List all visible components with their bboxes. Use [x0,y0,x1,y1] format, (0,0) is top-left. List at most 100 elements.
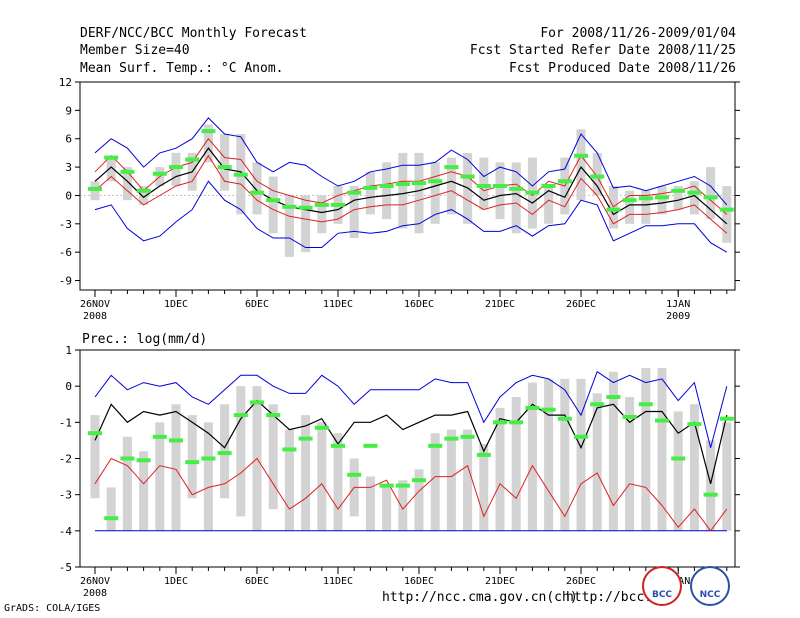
temp-median-marker [120,169,135,174]
temp-box [382,162,392,220]
temp-ytick-label: -6 [59,246,72,259]
temp-median-marker [314,202,329,207]
temp-median-marker [428,179,443,184]
temp-frame [79,81,736,291]
temp-ytick-label: 9 [65,104,72,117]
temp-box [122,167,132,201]
precip-median-marker [120,456,135,461]
temp-median-marker [606,207,621,212]
precip-median-marker [428,443,443,448]
temp-median-marker [217,165,232,170]
precip-mean-line [94,399,728,484]
temp-variable-label: Mean Surf. Temp.: °C Anom. [80,61,284,76]
precip-median-marker [671,456,686,461]
precip-box [187,415,197,499]
temp-ytick-label: 12 [59,76,72,89]
precip-upper-outer-line [94,370,728,448]
temp-median-marker [703,195,718,200]
temp-box [544,186,554,224]
footer-url-bcc[interactable]: http://bcc.c [566,590,660,605]
precip-median-marker [622,414,637,419]
temp-median-marker [331,202,345,207]
precip-median-marker [638,402,653,407]
precip-box [155,422,165,531]
bcc-logo-icon: BCC [642,566,682,606]
temp-upper-outer-line [94,117,728,206]
temp-mean-line [94,147,728,225]
precip-median-marker [185,460,200,465]
temp-box [171,152,181,186]
temp-box [479,157,489,210]
temp-ytick-label: 3 [65,161,72,174]
precip-box [236,386,246,517]
temp-xtick-label: 26NOV [80,299,110,310]
precip-box [268,404,278,510]
precip-box [625,397,635,531]
temp-median-marker [687,190,702,195]
precip-box [463,429,473,531]
precip-xtick-label: 1DEC [164,576,188,587]
temp-ytick-label: 6 [65,133,72,146]
precip-median-marker [169,438,183,443]
precip-box [90,415,100,499]
precip-median-marker [590,402,605,407]
temp-xtick-year: 2009 [666,311,690,322]
precip-median-marker [363,443,378,448]
temp-median-marker [574,153,588,158]
temp-box [203,124,213,163]
precip-box [608,371,618,531]
bcc-logo-text: BCC [651,590,673,600]
precip-box [479,444,489,531]
temp-upper-inner-line [94,137,728,215]
temp-median-marker [185,157,200,162]
precip-box [527,382,537,531]
precip-box [689,404,699,531]
temp-xtick-label: 1DEC [164,299,188,310]
precip-ytick-label: 0 [65,380,72,393]
temp-box [220,134,230,191]
temp-xtick-label: 6DEC [245,299,269,310]
grads-credit: GrADS: COLA/IGES [4,603,101,614]
temp-box [673,186,683,210]
precip-box [511,397,521,531]
temp-median-marker [541,184,556,188]
forecast-produced-date: Fcst Produced Date 2008/11/26 [509,61,736,76]
precip-median-marker [233,413,248,418]
temp-xtick-year: 2008 [83,311,107,322]
temp-median-marker [590,174,605,179]
forecast-start-date: Fcst Started Refer Date 2008/11/25 [469,43,736,58]
footer-url-ncc[interactable]: http://ncc.cma.gov.cn(ch) [382,590,578,605]
precip-box [333,433,343,531]
precip-median-marker [314,425,329,430]
precip-median-marker [525,405,540,410]
precip-box [592,393,602,531]
precip-box [706,440,716,531]
precip-box [203,422,213,531]
precip-median-marker [493,420,507,425]
precip-ytick-label: -2 [59,453,72,466]
temp-median-marker [557,179,572,184]
precip-median-marker [250,400,264,405]
precip-box [382,487,392,531]
temp-xtick-label: 21DEC [485,299,515,310]
precip-xtick-label: 26NOV [80,576,110,587]
precip-median-marker [331,443,345,448]
temp-median-marker [719,207,734,212]
temp-median-marker [363,185,378,190]
precip-box [122,436,132,531]
temp-median-marker [88,186,102,191]
precip-box [139,451,149,531]
temp-median-marker [671,188,686,193]
temp-median-marker [152,171,167,176]
precip-ytick-label: -1 [59,416,72,429]
precip-median-marker [703,492,718,497]
precip-median-marker [606,395,621,400]
precip-median-marker [282,447,297,452]
precip-median-marker [266,413,281,418]
precip-median-marker [509,420,524,425]
temp-lower-outer-line [94,180,728,253]
precip-ytick-label: -5 [59,561,72,574]
temp-box [106,157,116,182]
